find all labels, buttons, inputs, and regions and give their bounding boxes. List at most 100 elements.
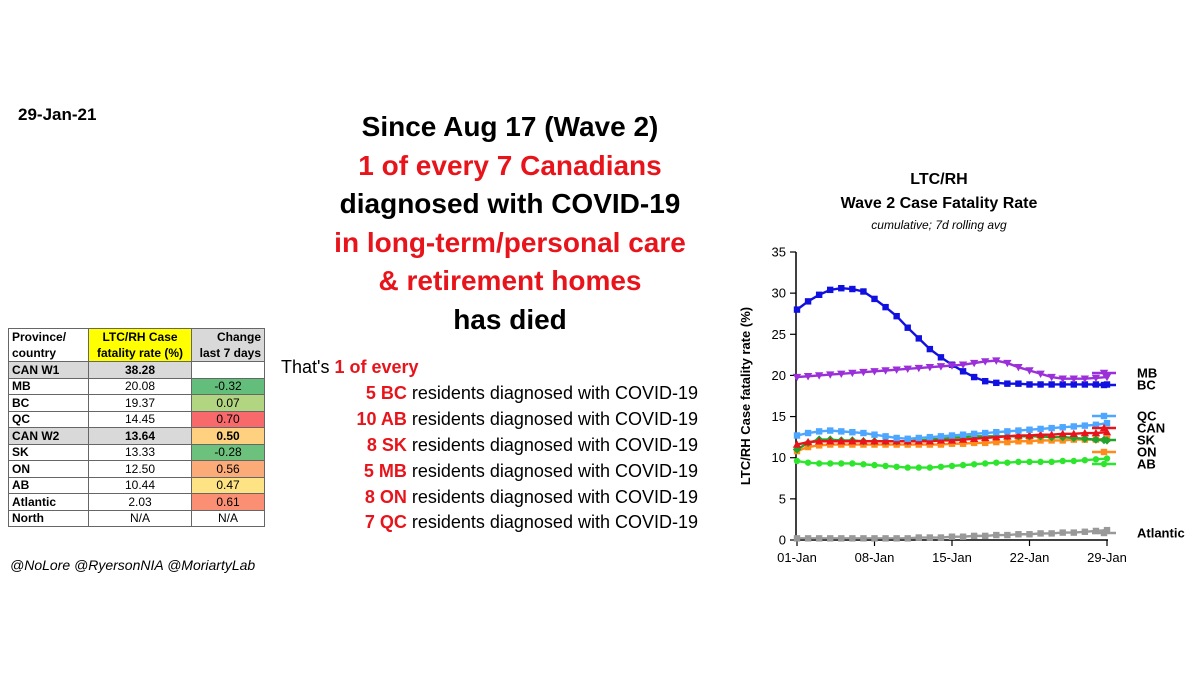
weekly-change: 0.70 [191, 410, 265, 428]
data-point-mb [914, 364, 923, 373]
data-point-on [827, 441, 834, 448]
data-point-can [814, 437, 824, 445]
data-point-bc [893, 312, 900, 320]
data-point-ab [937, 463, 945, 470]
headline-line-4: in long-term/personal care [334, 226, 686, 258]
fatality-rate: 10.44 [88, 476, 192, 494]
data-point-atlantic [937, 534, 945, 541]
data-point-atlantic [959, 533, 967, 540]
chart-title: LTC/RH [910, 171, 968, 188]
data-point-mb [1003, 359, 1012, 368]
province-name: BC [8, 394, 89, 412]
table-row: QC 14.45 0.70 [8, 410, 265, 428]
ratio-count: 5 MB [363, 460, 407, 481]
ratio-text: residents diagnosed with COVID-19 [406, 486, 698, 507]
data-point-can [881, 437, 890, 445]
data-point-can [826, 437, 835, 445]
data-point-ab [982, 460, 989, 467]
legend-marker-on [1100, 448, 1108, 456]
data-point-mb [1091, 374, 1101, 383]
data-point-atlantic [1026, 531, 1033, 538]
data-point-atlantic [970, 532, 978, 540]
data-point-on [948, 440, 956, 447]
table-row: CAN W1 38.28 [8, 361, 265, 379]
data-point-on [982, 439, 989, 447]
data-point-on [959, 440, 967, 447]
data-point-ab [882, 462, 889, 470]
ratio-text: residents diagnosed with COVID-19 [406, 408, 698, 429]
data-point-mb [848, 369, 857, 378]
data-point-mb [870, 368, 879, 376]
legend-label-ab: AB [1137, 457, 1156, 472]
data-point-qc [1004, 428, 1011, 435]
data-point-can [848, 437, 857, 445]
x-tick-label: 22-Jan [1010, 550, 1050, 565]
data-point-mb [981, 358, 990, 366]
province-name: CAN W1 [8, 361, 89, 379]
headline-line-2: 1 of every 7 Canadians [358, 149, 662, 181]
data-point-can [803, 437, 813, 446]
data-point-atlantic [1004, 531, 1011, 539]
data-point-mb [969, 359, 979, 368]
data-point-atlantic [815, 535, 823, 542]
data-point-bc [1037, 381, 1044, 388]
ratio-count: 8 ON [364, 486, 407, 507]
table-header-rate: LTC/RH Case fatality rate (%) [88, 328, 192, 362]
fatality-rate: 38.28 [88, 361, 192, 379]
data-point-ab [1070, 457, 1077, 465]
data-point-on [815, 442, 823, 449]
data-point-bc [1015, 380, 1022, 387]
ratio-intro-red: 1 of every [334, 357, 419, 377]
data-point-ab [871, 461, 878, 469]
fatality-rate: 12.50 [88, 460, 192, 478]
data-point-can [837, 437, 846, 445]
data-point-qc [904, 435, 911, 442]
data-point-qc [1037, 425, 1044, 433]
headline-line-6: has died [453, 303, 567, 335]
data-point-ab [993, 459, 1000, 466]
data-point-qc [1026, 426, 1033, 433]
data-point-mb [958, 361, 968, 369]
data-point-ab [838, 460, 845, 467]
data-point-atlantic [948, 533, 956, 540]
data-point-qc [948, 432, 956, 439]
table-header-row: Province/ country LTC/RH Case fatality r… [8, 328, 265, 362]
province-name: AB [8, 476, 89, 494]
data-point-bc [915, 335, 922, 342]
data-point-mb [881, 367, 890, 375]
ratio-text: residents diagnosed with COVID-19 [406, 512, 698, 533]
legend-marker-qc [1100, 412, 1108, 420]
data-point-can [1058, 429, 1067, 438]
data-point-on [1026, 438, 1033, 445]
data-point-can [1025, 431, 1034, 439]
data-point-mb [992, 357, 1001, 365]
y-tick-label: 15 [772, 409, 786, 424]
data-point-can [1003, 432, 1012, 440]
province-name: Atlantic [8, 493, 89, 511]
data-point-can [1069, 429, 1078, 438]
ratio-text: residents diagnosed with COVID-19 [406, 434, 698, 455]
data-point-qc [937, 433, 945, 440]
data-point-can [859, 437, 868, 445]
data-point-qc [926, 433, 934, 441]
ratio-row: 8 SK residents diagnosed with COVID-19 [281, 433, 698, 459]
legend-label-sk: SK [1137, 433, 1156, 448]
y-tick-label: 25 [772, 327, 786, 342]
table-row: AB 10.44 0.47 [8, 476, 265, 494]
data-point-qc [1059, 424, 1066, 431]
data-point-mb [947, 362, 957, 370]
data-point-on [1015, 438, 1022, 445]
y-tick-label: 30 [772, 286, 786, 301]
fatality-rate: 20.08 [88, 377, 192, 395]
data-point-atlantic [804, 535, 812, 542]
fatality-rate: 13.64 [88, 427, 192, 445]
y-tick-label: 5 [779, 491, 786, 506]
data-point-ab [970, 461, 978, 468]
fatality-rate: 14.45 [88, 410, 192, 428]
data-point-can [947, 436, 957, 444]
ratio-intro: That's 1 of every [281, 355, 698, 381]
data-point-mb [1102, 373, 1112, 382]
data-point-bc [982, 377, 989, 385]
data-point-atlantic [827, 535, 834, 542]
table-row: BC 19.37 0.07 [8, 394, 265, 412]
